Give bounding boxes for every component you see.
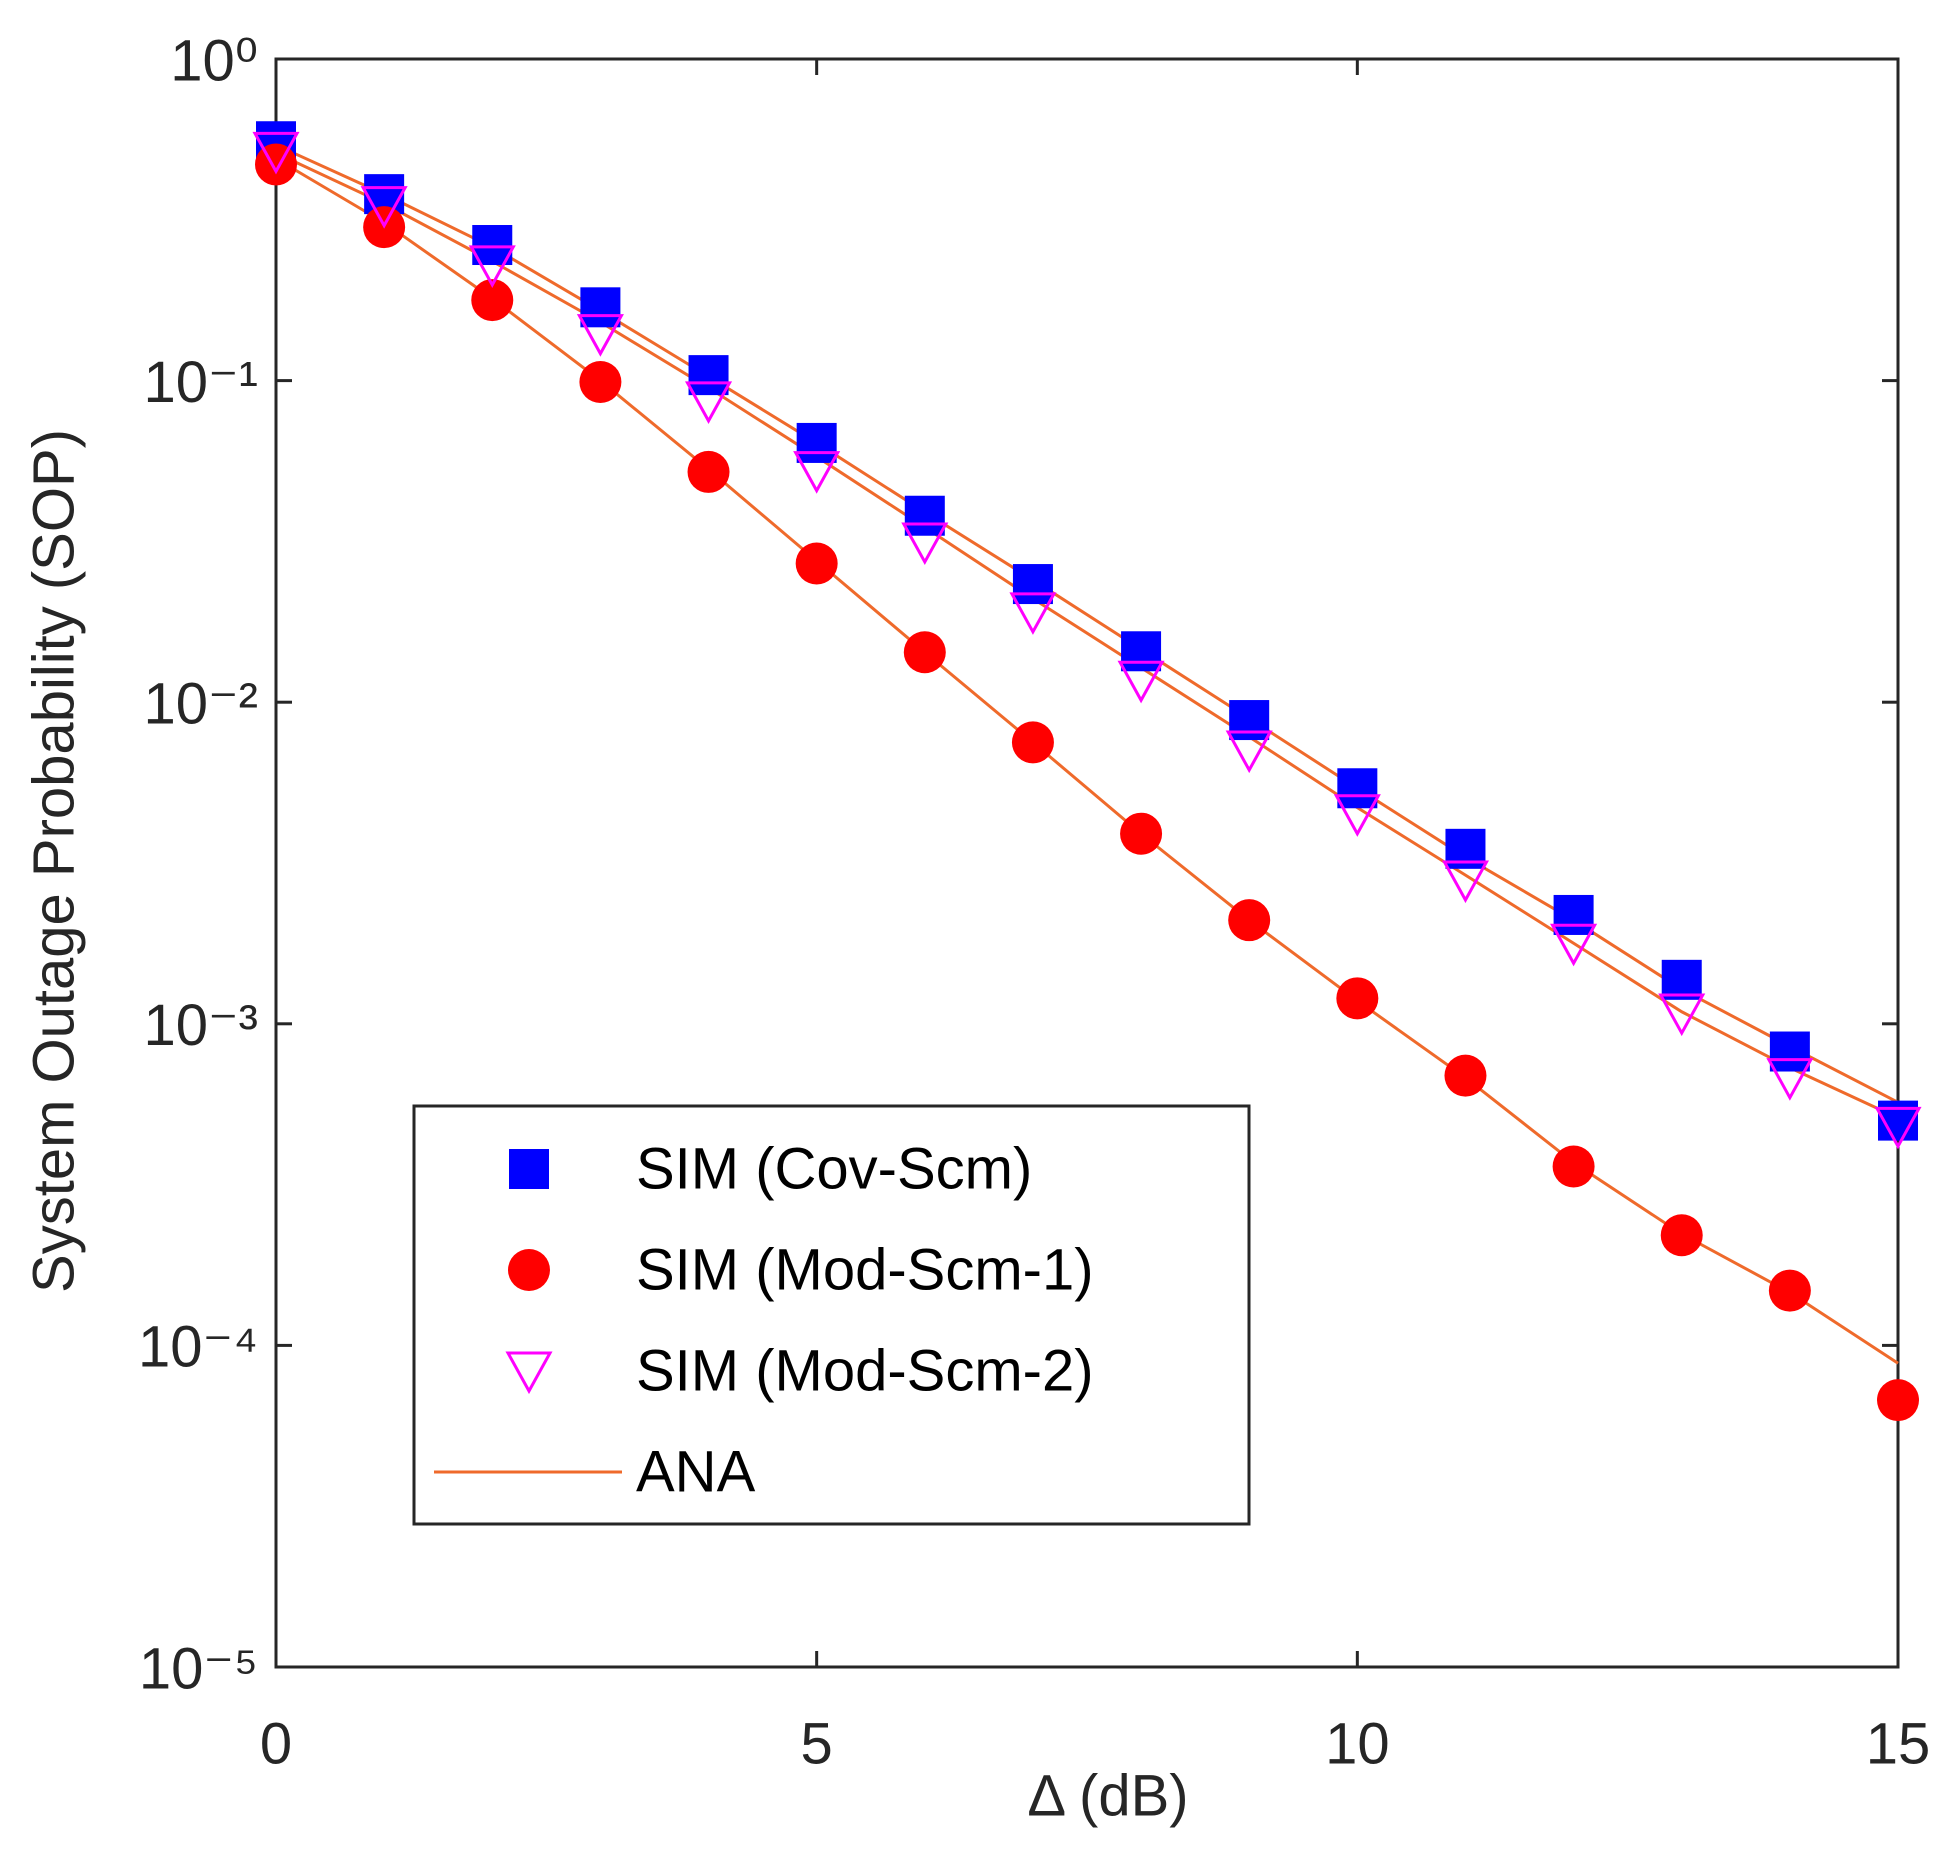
data-point [576,314,624,357]
data-point [1768,1269,1811,1312]
data-point [1877,1379,1919,1422]
ana-line [275,157,1899,1365]
data-point [1766,1058,1814,1101]
legend-box [412,1104,1251,1526]
data-point [904,495,945,536]
data-point [901,522,949,566]
data-point [1229,700,1270,741]
legend-label: SIM (Mod-Scm-2) [636,1338,1094,1403]
data-point [796,422,837,463]
legend-label: SIM (Mod-Scm-1) [636,1237,1094,1302]
data-point [360,186,408,229]
data-point [1121,631,1162,672]
legend-label: SIM (Cov-Scm) [636,1136,1032,1201]
legend-marker [508,1249,550,1291]
data-point [795,542,838,585]
ana-line [275,143,1899,1104]
ana-line [275,151,1899,1120]
data-point [1661,959,1702,1000]
data-point [255,143,297,186]
data-point [1337,768,1378,809]
y-tick-label: 10⁻¹ [144,350,258,415]
data-point [684,381,733,424]
data-point [1660,1214,1703,1257]
data-point [1553,894,1594,935]
x-tick-label: 10 [1325,1711,1390,1776]
y-axis-label: System Outage Probability (SOP) [21,429,86,1293]
data-point [579,361,622,404]
data-point [1769,1031,1810,1072]
data-point [1225,730,1273,774]
data-point [1444,1054,1487,1097]
data-point [1336,977,1379,1020]
legend-label: ANA [636,1439,756,1504]
x-tick-label: 15 [1866,1711,1931,1776]
data-point [903,631,946,674]
data-point [688,355,729,396]
data-point [1658,993,1706,1037]
data-point [580,287,621,328]
x-tick-label: 5 [801,1711,833,1776]
legend-marker [505,1351,553,1395]
data-point [1550,923,1598,967]
y-tick-label: 10⁻⁵ [139,1636,258,1701]
data-point [1228,899,1271,942]
x-axis-label: Δ (dB) [1027,1763,1188,1828]
data-point [1441,860,1490,904]
x-tick-label: 0 [260,1711,292,1776]
data-point [1120,812,1163,855]
data-point [1552,1145,1595,1188]
data-point [1333,794,1381,837]
data-point [1874,1106,1922,1150]
data-point [1117,660,1165,704]
data-point [252,131,300,175]
data-point [1012,564,1053,605]
y-tick-label: 10⁰ [170,28,258,93]
data-point [471,279,514,322]
y-tick-label: 10⁻² [144,672,258,737]
data-point [793,451,841,494]
data-point [687,450,730,493]
plot-frame [274,57,1900,1669]
y-tick-label: 10⁻³ [144,993,258,1058]
y-tick-label: 10⁻⁴ [138,1315,258,1380]
data-point [1011,721,1054,764]
legend-marker [509,1149,549,1189]
data-point [1009,592,1057,635]
data-point [468,245,516,288]
